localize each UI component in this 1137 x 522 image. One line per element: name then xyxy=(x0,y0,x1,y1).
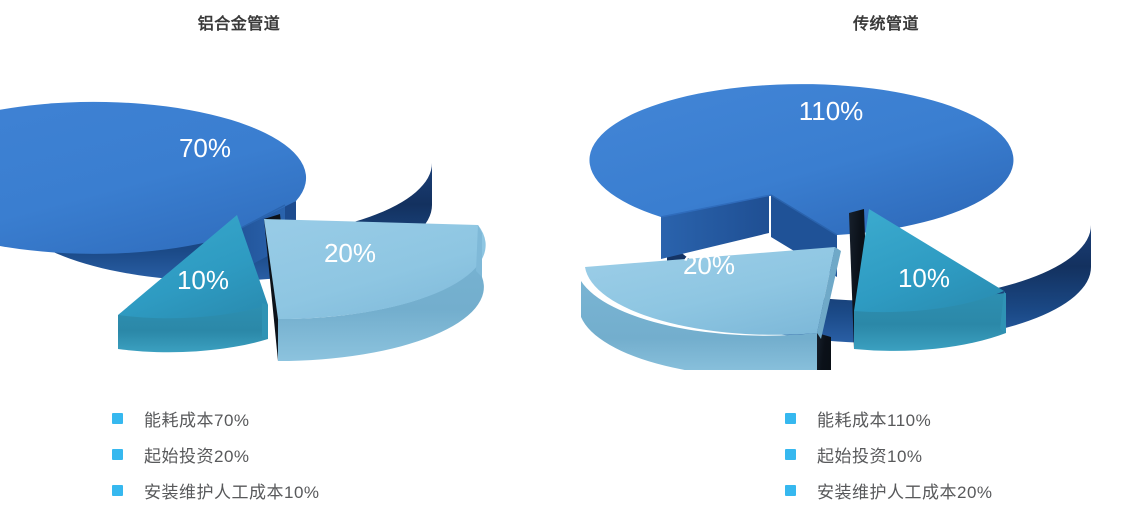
legend-label: 起始投资10% xyxy=(817,446,923,466)
slice-label-install-left: 20% xyxy=(324,238,376,268)
legend-label: 安装维护人工成本10% xyxy=(144,482,320,502)
pie-chart-aluminium: 70% 10% 20% xyxy=(0,45,568,370)
chart-panel-traditional: 传统管道 xyxy=(569,0,1137,522)
slice-install-3d xyxy=(581,247,841,370)
slice-label-energy-right: 110% xyxy=(799,96,864,126)
legend-item-install-left[interactable]: 起始投资20% xyxy=(112,436,320,472)
legend-swatch-icon xyxy=(112,448,123,460)
legend-item-energy-left[interactable]: 能耗成本70% xyxy=(112,400,320,436)
legend-item-labor-left[interactable]: 安装维护人工成本10% xyxy=(112,472,320,508)
legend-item-energy-right[interactable]: 能耗成本110% xyxy=(785,400,993,436)
page-title-right: 传统管道 xyxy=(852,16,919,33)
chart-panel-aluminium: 铝合金管道 xyxy=(0,0,568,522)
slice-label-install-right: 20% xyxy=(683,250,735,280)
legend-right: 能耗成本110% 起始投资10% 安装维护人工成本20% xyxy=(785,400,993,508)
slice-label-labor-left: 10% xyxy=(177,265,229,295)
legend-label: 起始投资20% xyxy=(144,446,250,466)
legend-label: 能耗成本70% xyxy=(144,410,250,430)
legend-left: 能耗成本70% 起始投资20% 安装维护人工成本10% xyxy=(112,400,320,508)
pie-chart-traditional: 110% 10% 20% xyxy=(569,45,1137,370)
page-title-left: 铝合金管道 xyxy=(197,16,281,33)
legend-item-labor-right[interactable]: 安装维护人工成本20% xyxy=(785,472,993,508)
pie-svg-left: 70% 10% 20% xyxy=(0,101,486,361)
slice-labor-3d xyxy=(849,209,1006,351)
legend-swatch-icon xyxy=(112,484,123,496)
legend-label: 安装维护人工成本20% xyxy=(817,482,993,502)
legend-swatch-icon xyxy=(112,412,123,424)
slice-labor-3d xyxy=(118,215,268,353)
pie-svg-right: 110% 10% 20% xyxy=(581,84,1091,370)
legend-swatch-icon xyxy=(785,448,796,460)
legend-label: 能耗成本110% xyxy=(817,410,932,430)
slice-label-energy-left: 70% xyxy=(179,133,231,163)
legend-swatch-icon xyxy=(785,484,796,496)
slice-label-labor-right: 10% xyxy=(898,263,950,293)
slice-install-3d xyxy=(264,214,486,361)
legend-item-install-right[interactable]: 起始投资10% xyxy=(785,436,993,472)
legend-swatch-icon xyxy=(785,412,796,424)
